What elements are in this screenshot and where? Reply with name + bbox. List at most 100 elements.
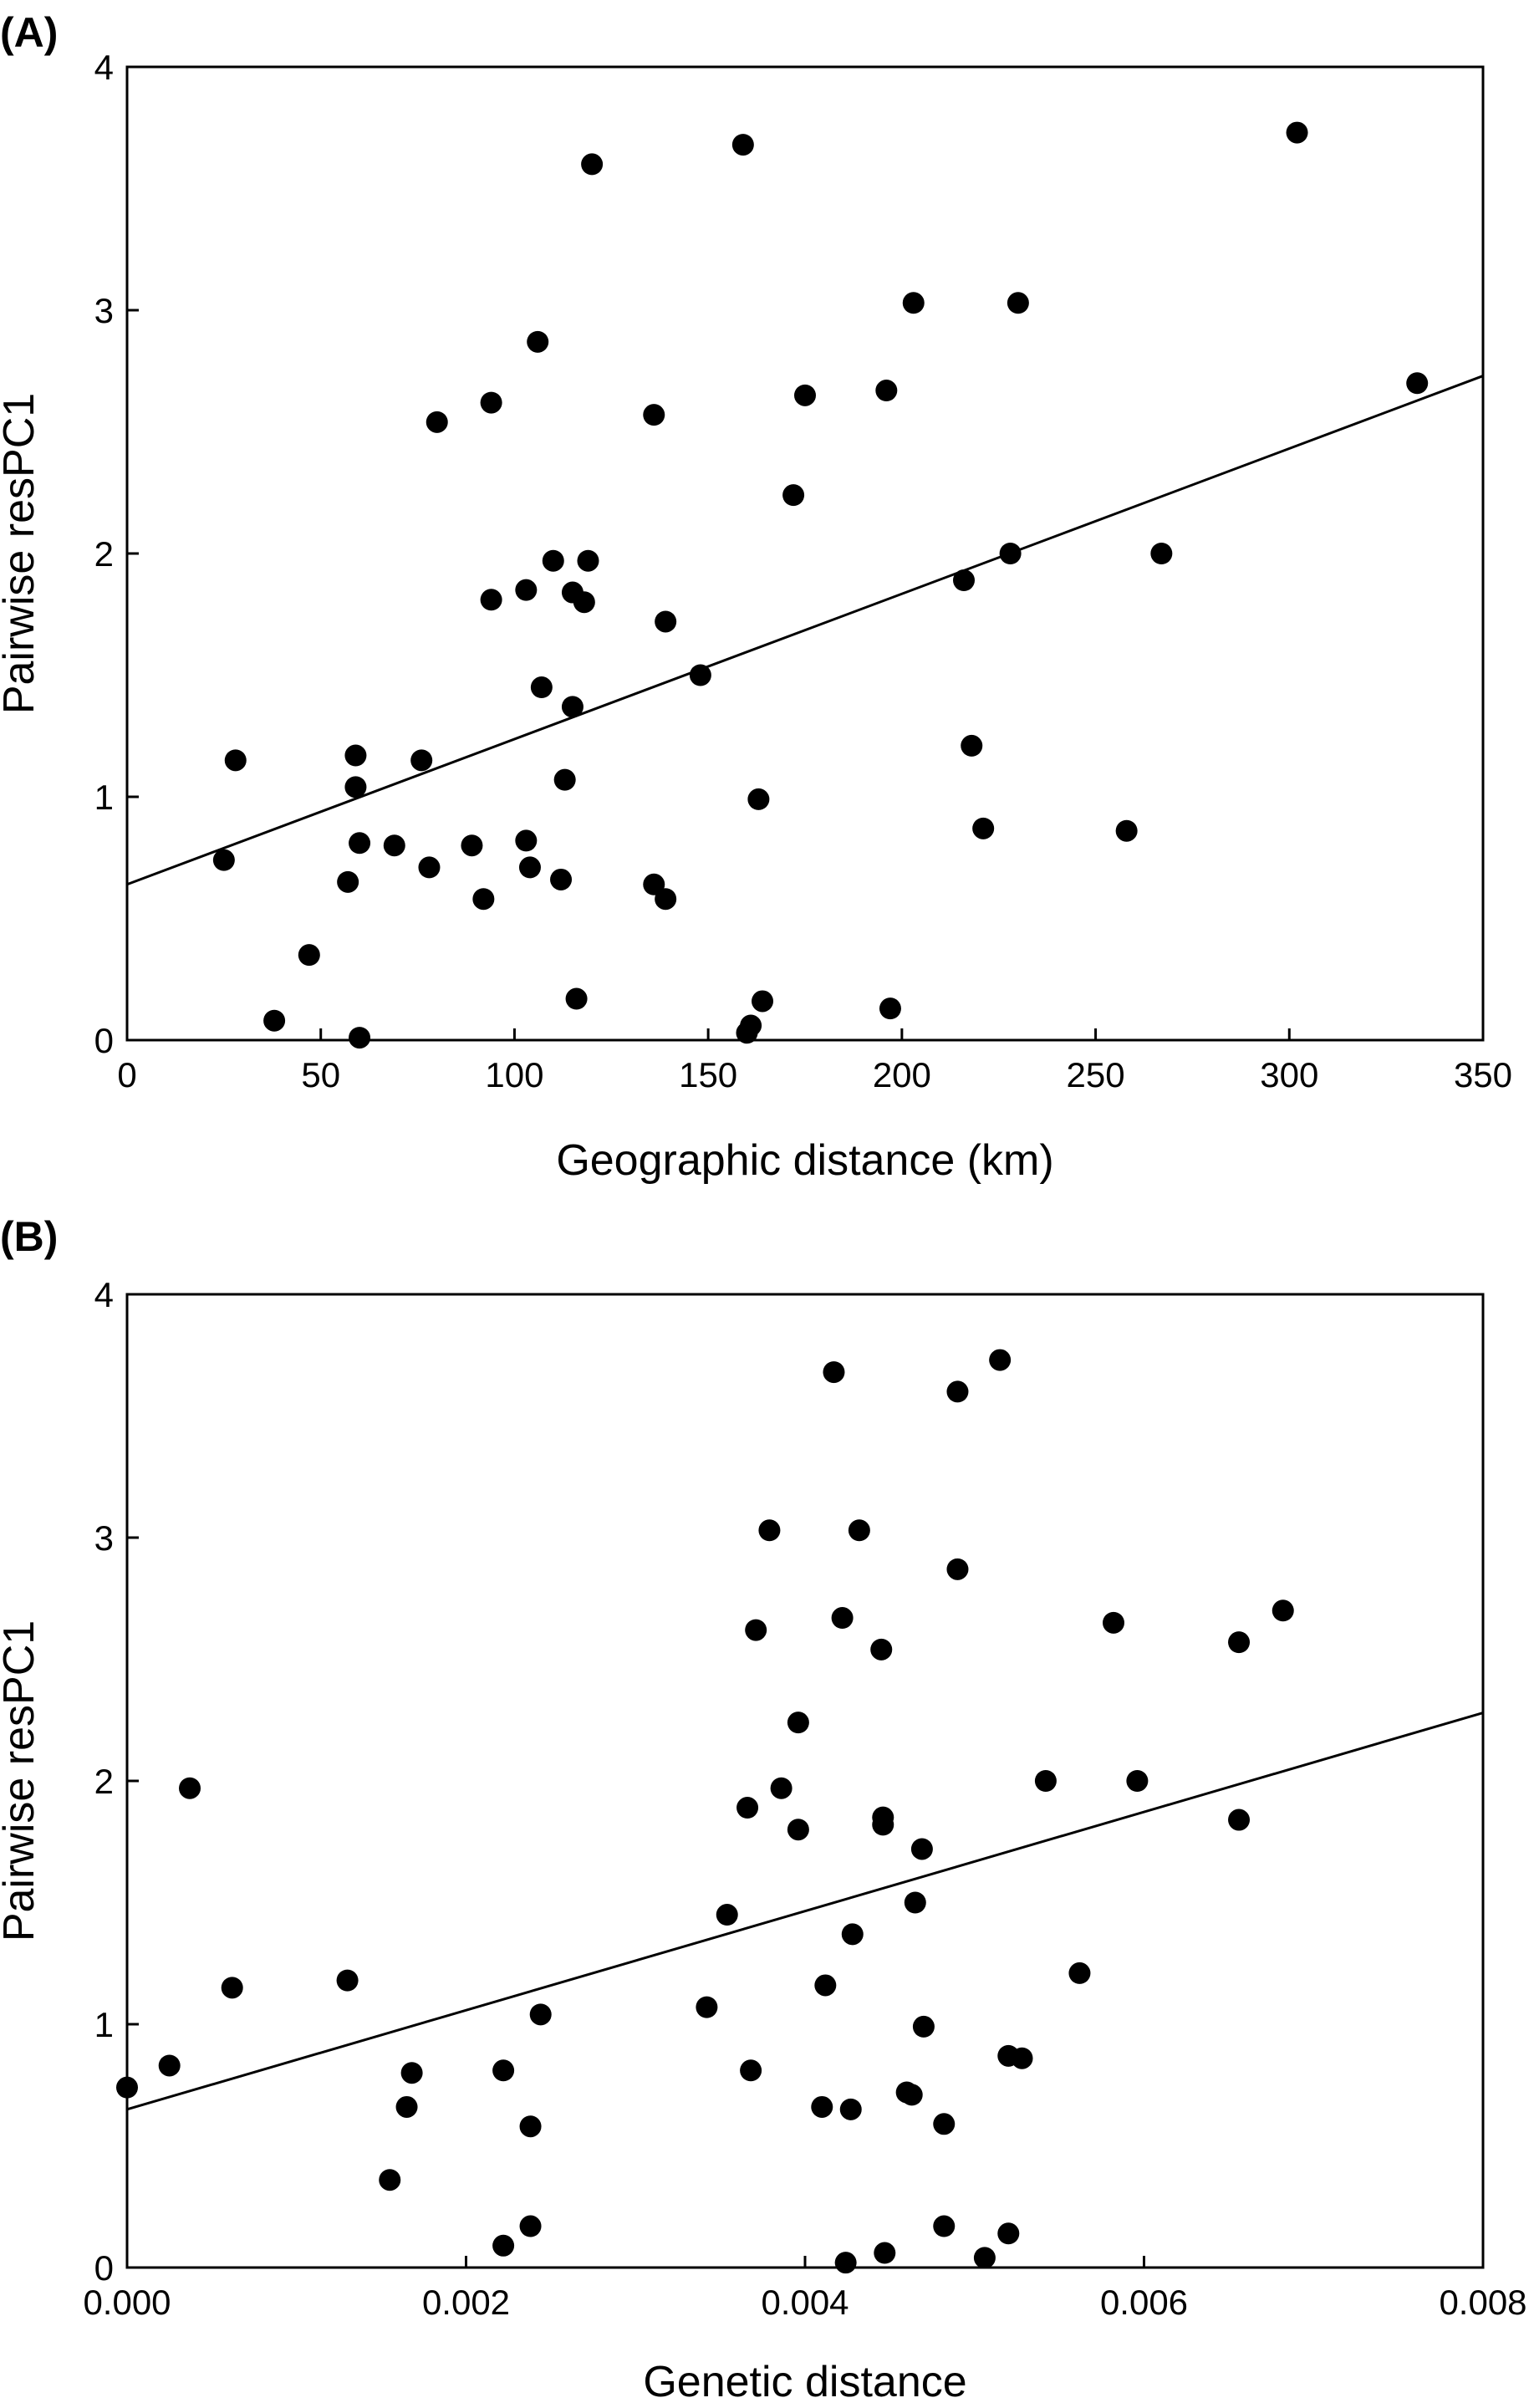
- panel-b-data-point: [787, 1712, 809, 1734]
- panel-b-data-point: [973, 2247, 996, 2269]
- panel-b-data-point: [904, 1891, 926, 1914]
- panel-a-data-point: [879, 997, 901, 1020]
- panel-b-x-tick-label: 0.006: [1100, 2283, 1188, 2322]
- panel-a-data-point: [349, 832, 371, 855]
- panel-b-data-point: [933, 2113, 956, 2135]
- panel-b-x-tick-label: 0.000: [83, 2283, 171, 2322]
- panel-a-data-point: [655, 610, 677, 633]
- panel-a-data-point: [518, 856, 541, 879]
- panel-a-data-point: [731, 134, 754, 156]
- panel-b-data-point: [529, 2003, 552, 2026]
- panel-b-trendline: [126, 1712, 1484, 2111]
- panel-b-data-point: [997, 2222, 1020, 2245]
- panel-b-label: (B): [0, 1213, 58, 1260]
- panel-b: (B) 0 1 2 3 4 0.000 0.002 0.004 0.006 0.008 Genet…: [0, 1213, 1527, 2406]
- panel-b-data-point: [116, 2076, 138, 2099]
- panel-b-data-point: [831, 1607, 854, 1630]
- panel-b-y-tick-label: 3: [94, 1518, 114, 1558]
- panel-a-data-point: [212, 849, 235, 871]
- panel-a-x-tick-label: 0: [117, 1055, 136, 1094]
- panel-b-data-point: [874, 2242, 896, 2264]
- panel-a-data-point: [344, 744, 367, 767]
- panel-a-x-tick-label: 300: [1260, 1055, 1318, 1094]
- panel-b-data-point: [872, 1814, 894, 1836]
- panel-a-x-tick-label: 100: [485, 1055, 543, 1094]
- panel-b-data-point: [1011, 2047, 1033, 2069]
- panel-b-data-point: [158, 2054, 181, 2077]
- panel-b-x-axis-title: Genetic distance: [643, 2358, 966, 2406]
- panel-b-data-point: [811, 2095, 833, 2118]
- panel-b-data-point: [770, 1777, 792, 1799]
- panel-a-data-point: [752, 990, 774, 1013]
- panel-b-data-point: [745, 1619, 767, 1641]
- panel-b-data-point: [519, 2215, 542, 2237]
- panel-a-data-point: [953, 569, 976, 592]
- panel-b-data-point: [814, 1974, 837, 1997]
- panel-a-x-tick-label: 50: [301, 1055, 340, 1094]
- panel-b-data-point: [492, 2059, 515, 2082]
- panel-a-points: [212, 121, 1429, 1049]
- panel-a-data-point: [515, 579, 538, 601]
- panel-b-data-point: [1034, 1770, 1057, 1792]
- panel-b-data-point: [1228, 1631, 1251, 1654]
- panel-b-data-point: [740, 2059, 762, 2082]
- panel-a-data-point: [515, 829, 538, 852]
- panel-b-data-point: [1103, 1611, 1125, 1634]
- panel-b-data-point: [933, 2215, 956, 2237]
- panel-b-data-point: [946, 1558, 969, 1580]
- panel-a-data-point: [782, 484, 805, 507]
- panel-a-data-point: [573, 591, 595, 614]
- panel-a: (A) 0 1 2 3 4 0 50 100 150 200 250 300 350 Geographi…: [0, 9, 1512, 1185]
- panel-a-data-point: [426, 411, 448, 433]
- panel-a-trendline-group: [126, 375, 1484, 886]
- panel-a-data-point: [961, 734, 983, 757]
- panel-b-data-point: [839, 2098, 862, 2120]
- panel-b-points: [116, 1349, 1294, 2274]
- panel-a-data-point: [553, 768, 576, 791]
- panel-a-data-point: [383, 834, 405, 857]
- panel-a-y-tick-label: 2: [94, 534, 114, 574]
- panel-b-trendline-group: [126, 1712, 1484, 2111]
- panel-a-data-point: [794, 384, 816, 406]
- panel-a-data-point: [461, 834, 483, 857]
- panel-a-data-point: [643, 404, 665, 426]
- panel-a-x-tick-label: 150: [679, 1055, 737, 1094]
- panel-a-y-tick-label: 3: [94, 291, 114, 330]
- panel-b-x-tick-label: 0.008: [1439, 2283, 1526, 2322]
- panel-a-data-point: [902, 292, 925, 314]
- panel-b-y-tick-label: 0: [94, 2248, 114, 2288]
- panel-a-data-point: [999, 543, 1022, 564]
- panel-b-y-tick-label: 2: [94, 1762, 114, 1801]
- panel-a-y-tick-label: 1: [94, 778, 114, 817]
- panel-a-data-point: [689, 664, 711, 686]
- panel-a-data-point: [1007, 292, 1029, 314]
- panel-a-x-tick-label: 200: [873, 1055, 931, 1094]
- panel-b-data-point: [1068, 1962, 1091, 1984]
- panel-a-data-point: [530, 676, 553, 699]
- panel-a-data-point: [875, 380, 898, 402]
- panel-b-data-point: [912, 2015, 935, 2038]
- panel-a-data-point: [1286, 121, 1308, 144]
- panel-a-data-point: [418, 856, 441, 879]
- panel-b-data-point: [1126, 1770, 1149, 1792]
- panel-b-data-point: [758, 1519, 781, 1542]
- panel-b-data-point: [736, 1797, 759, 1819]
- panel-b-data-point: [221, 1977, 243, 1999]
- panel-b-data-point: [900, 2084, 923, 2106]
- panel-b-data-point: [910, 1838, 933, 1860]
- panel-b-plot-frame: [125, 1293, 1485, 2269]
- panel-b-data-point: [841, 1923, 864, 1946]
- panel-a-data-point: [577, 549, 599, 572]
- panel-b-y-tick-label: 4: [94, 1275, 114, 1314]
- panel-b-data-point: [395, 2095, 418, 2118]
- panel-b-data-point: [1228, 1809, 1251, 1831]
- panel-a-data-point: [561, 696, 584, 718]
- panel-a-data-point: [410, 749, 433, 772]
- panel-a-data-point: [972, 817, 995, 839]
- panel-a-data-point: [655, 888, 677, 911]
- panel-b-data-point: [400, 2062, 423, 2084]
- panel-a-data-point: [643, 873, 665, 895]
- panel-b-data-point: [716, 1904, 738, 1926]
- panel-a-data-point: [1115, 819, 1138, 842]
- panel-b-data-point: [179, 1777, 201, 1799]
